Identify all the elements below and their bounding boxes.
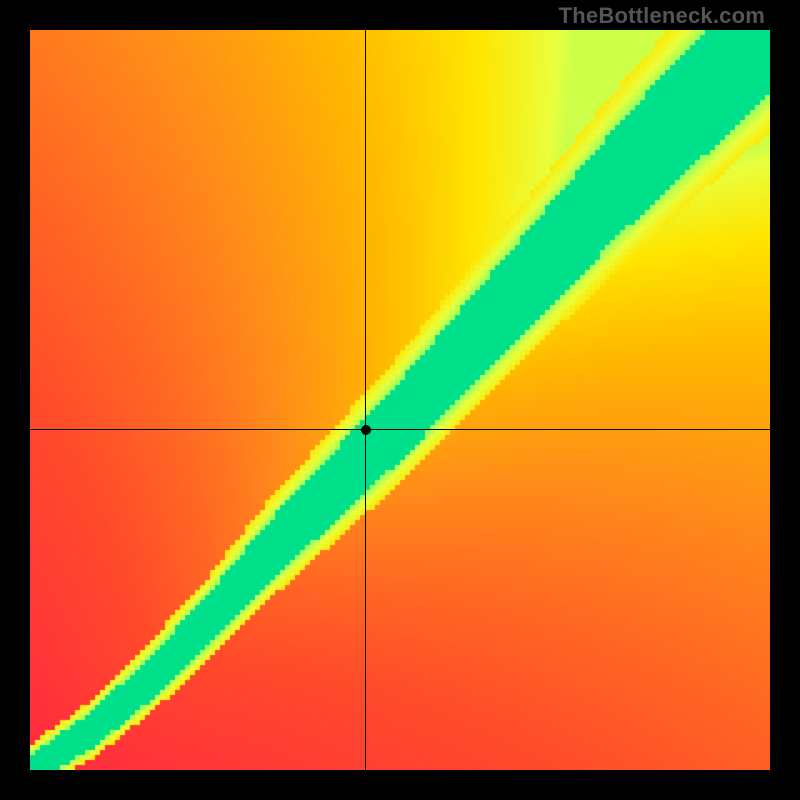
crosshair-vertical (365, 30, 366, 770)
watermark-text: TheBottleneck.com (559, 3, 765, 29)
heatmap-plot (30, 30, 770, 770)
chart-frame: TheBottleneck.com (0, 0, 800, 800)
crosshair-horizontal (30, 429, 770, 430)
crosshair-dot (361, 425, 371, 435)
heatmap-canvas (30, 30, 770, 770)
